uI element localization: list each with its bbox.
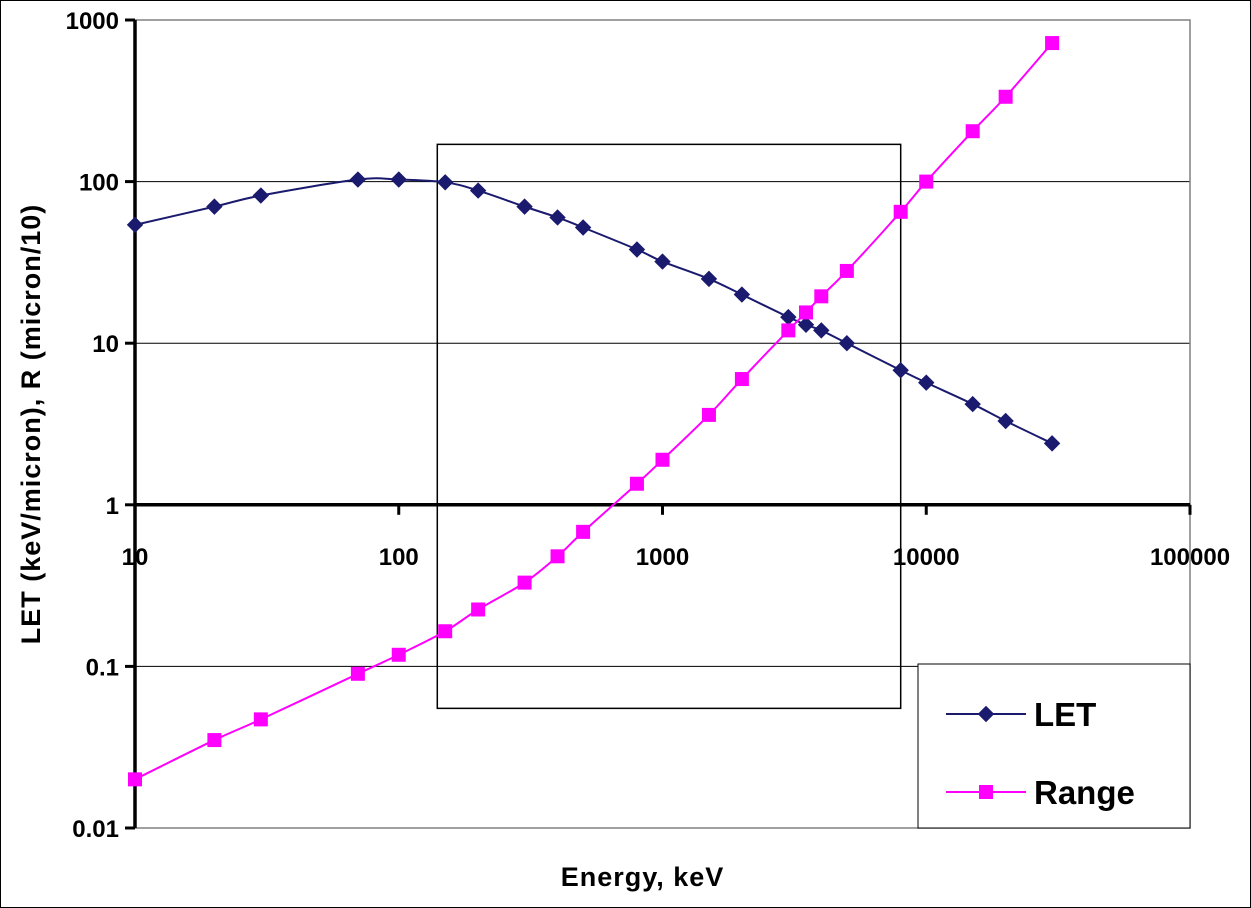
data-point-let xyxy=(838,334,856,352)
data-point-let xyxy=(654,253,671,270)
data-point-range xyxy=(965,124,980,139)
x-tick-label: 10000 xyxy=(893,544,960,571)
data-point-range xyxy=(919,174,934,189)
data-point-range xyxy=(1045,36,1060,51)
data-point-range xyxy=(893,204,908,219)
data-point-range xyxy=(253,712,268,727)
data-point-let xyxy=(813,322,830,339)
data-point-range xyxy=(576,524,591,539)
y-tick-label: 1000 xyxy=(66,8,119,35)
legend-marker xyxy=(977,705,995,723)
data-point-let xyxy=(469,182,487,199)
data-point-let xyxy=(628,241,646,258)
data-point-range xyxy=(350,666,365,681)
data-point-let xyxy=(574,219,592,236)
data-point-let xyxy=(918,374,935,391)
data-point-let xyxy=(1043,435,1061,452)
legend: LET Range xyxy=(917,663,1191,829)
data-point-let xyxy=(252,187,270,204)
y-tick-label: 0.01 xyxy=(72,816,119,843)
x-tick-label: 10 xyxy=(122,544,149,571)
series-range xyxy=(128,36,1060,787)
data-point-range xyxy=(438,624,453,639)
data-point-range xyxy=(998,89,1013,104)
legend-box xyxy=(917,663,1191,829)
legend-item-range: Range xyxy=(946,774,1135,811)
x-axis-title: Energy, keV xyxy=(561,862,725,892)
legend-label: LET xyxy=(1034,696,1096,733)
y-tick-label: 100 xyxy=(79,170,119,197)
data-point-range xyxy=(128,772,142,787)
x-tick-label: 1000 xyxy=(636,544,689,571)
data-point-range xyxy=(734,372,749,387)
data-point-let xyxy=(700,270,718,288)
y-tick-label: 10 xyxy=(92,331,119,358)
data-point-range xyxy=(655,452,670,467)
highlight-box xyxy=(436,143,902,710)
data-point-let xyxy=(797,316,815,333)
data-point-let xyxy=(436,174,454,191)
legend-marker xyxy=(979,785,993,799)
data-point-range xyxy=(781,323,796,338)
legend-items: LET Range xyxy=(946,696,1135,811)
legend-label: Range xyxy=(1034,774,1135,811)
data-point-let xyxy=(126,216,144,234)
axes xyxy=(125,18,1192,830)
y-tick-label: 0.1 xyxy=(86,654,119,681)
data-point-let xyxy=(997,412,1014,430)
y-axis-title: LET (keV/micron), R (micron/10) xyxy=(16,204,46,645)
data-point-range xyxy=(517,575,532,590)
data-point-range xyxy=(550,549,565,564)
data-point-range xyxy=(207,733,222,748)
data-point-range xyxy=(629,476,644,491)
x-tick-label: 100000 xyxy=(1150,544,1230,571)
data-point-let xyxy=(892,362,909,379)
data-point-range xyxy=(798,305,813,320)
data-point-range xyxy=(701,407,716,422)
data-point-let xyxy=(549,209,566,226)
series-layer xyxy=(126,36,1061,787)
series-let xyxy=(126,171,1061,452)
data-point-range xyxy=(814,289,829,304)
x-tick-label: 100 xyxy=(379,544,419,571)
data-point-let xyxy=(733,286,751,303)
data-point-let xyxy=(516,198,533,215)
data-point-range xyxy=(839,263,854,278)
data-point-let xyxy=(390,171,407,188)
y-tick-label: 1 xyxy=(106,493,119,520)
data-point-range xyxy=(471,602,486,617)
data-point-let xyxy=(349,171,367,188)
data-point-let xyxy=(206,198,223,215)
data-point-range xyxy=(391,647,406,662)
legend-item-let: LET xyxy=(946,696,1096,733)
data-point-let xyxy=(964,395,981,413)
